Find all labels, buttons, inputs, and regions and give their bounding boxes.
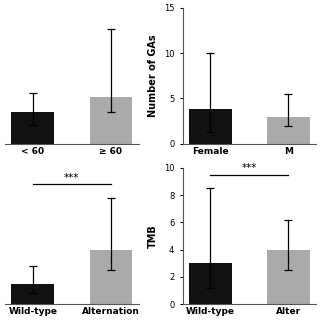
Bar [90, 97, 132, 144]
Y-axis label: TMB: TMB [148, 224, 158, 248]
Text: ***: *** [64, 173, 80, 183]
Bar [267, 250, 310, 304]
Text: ***: *** [242, 164, 257, 173]
Bar [12, 284, 54, 304]
Bar [189, 263, 232, 304]
Y-axis label: Number of GAs: Number of GAs [148, 34, 158, 117]
Bar [189, 109, 232, 144]
Bar [267, 116, 310, 144]
Bar [90, 250, 132, 304]
Bar [12, 112, 54, 144]
